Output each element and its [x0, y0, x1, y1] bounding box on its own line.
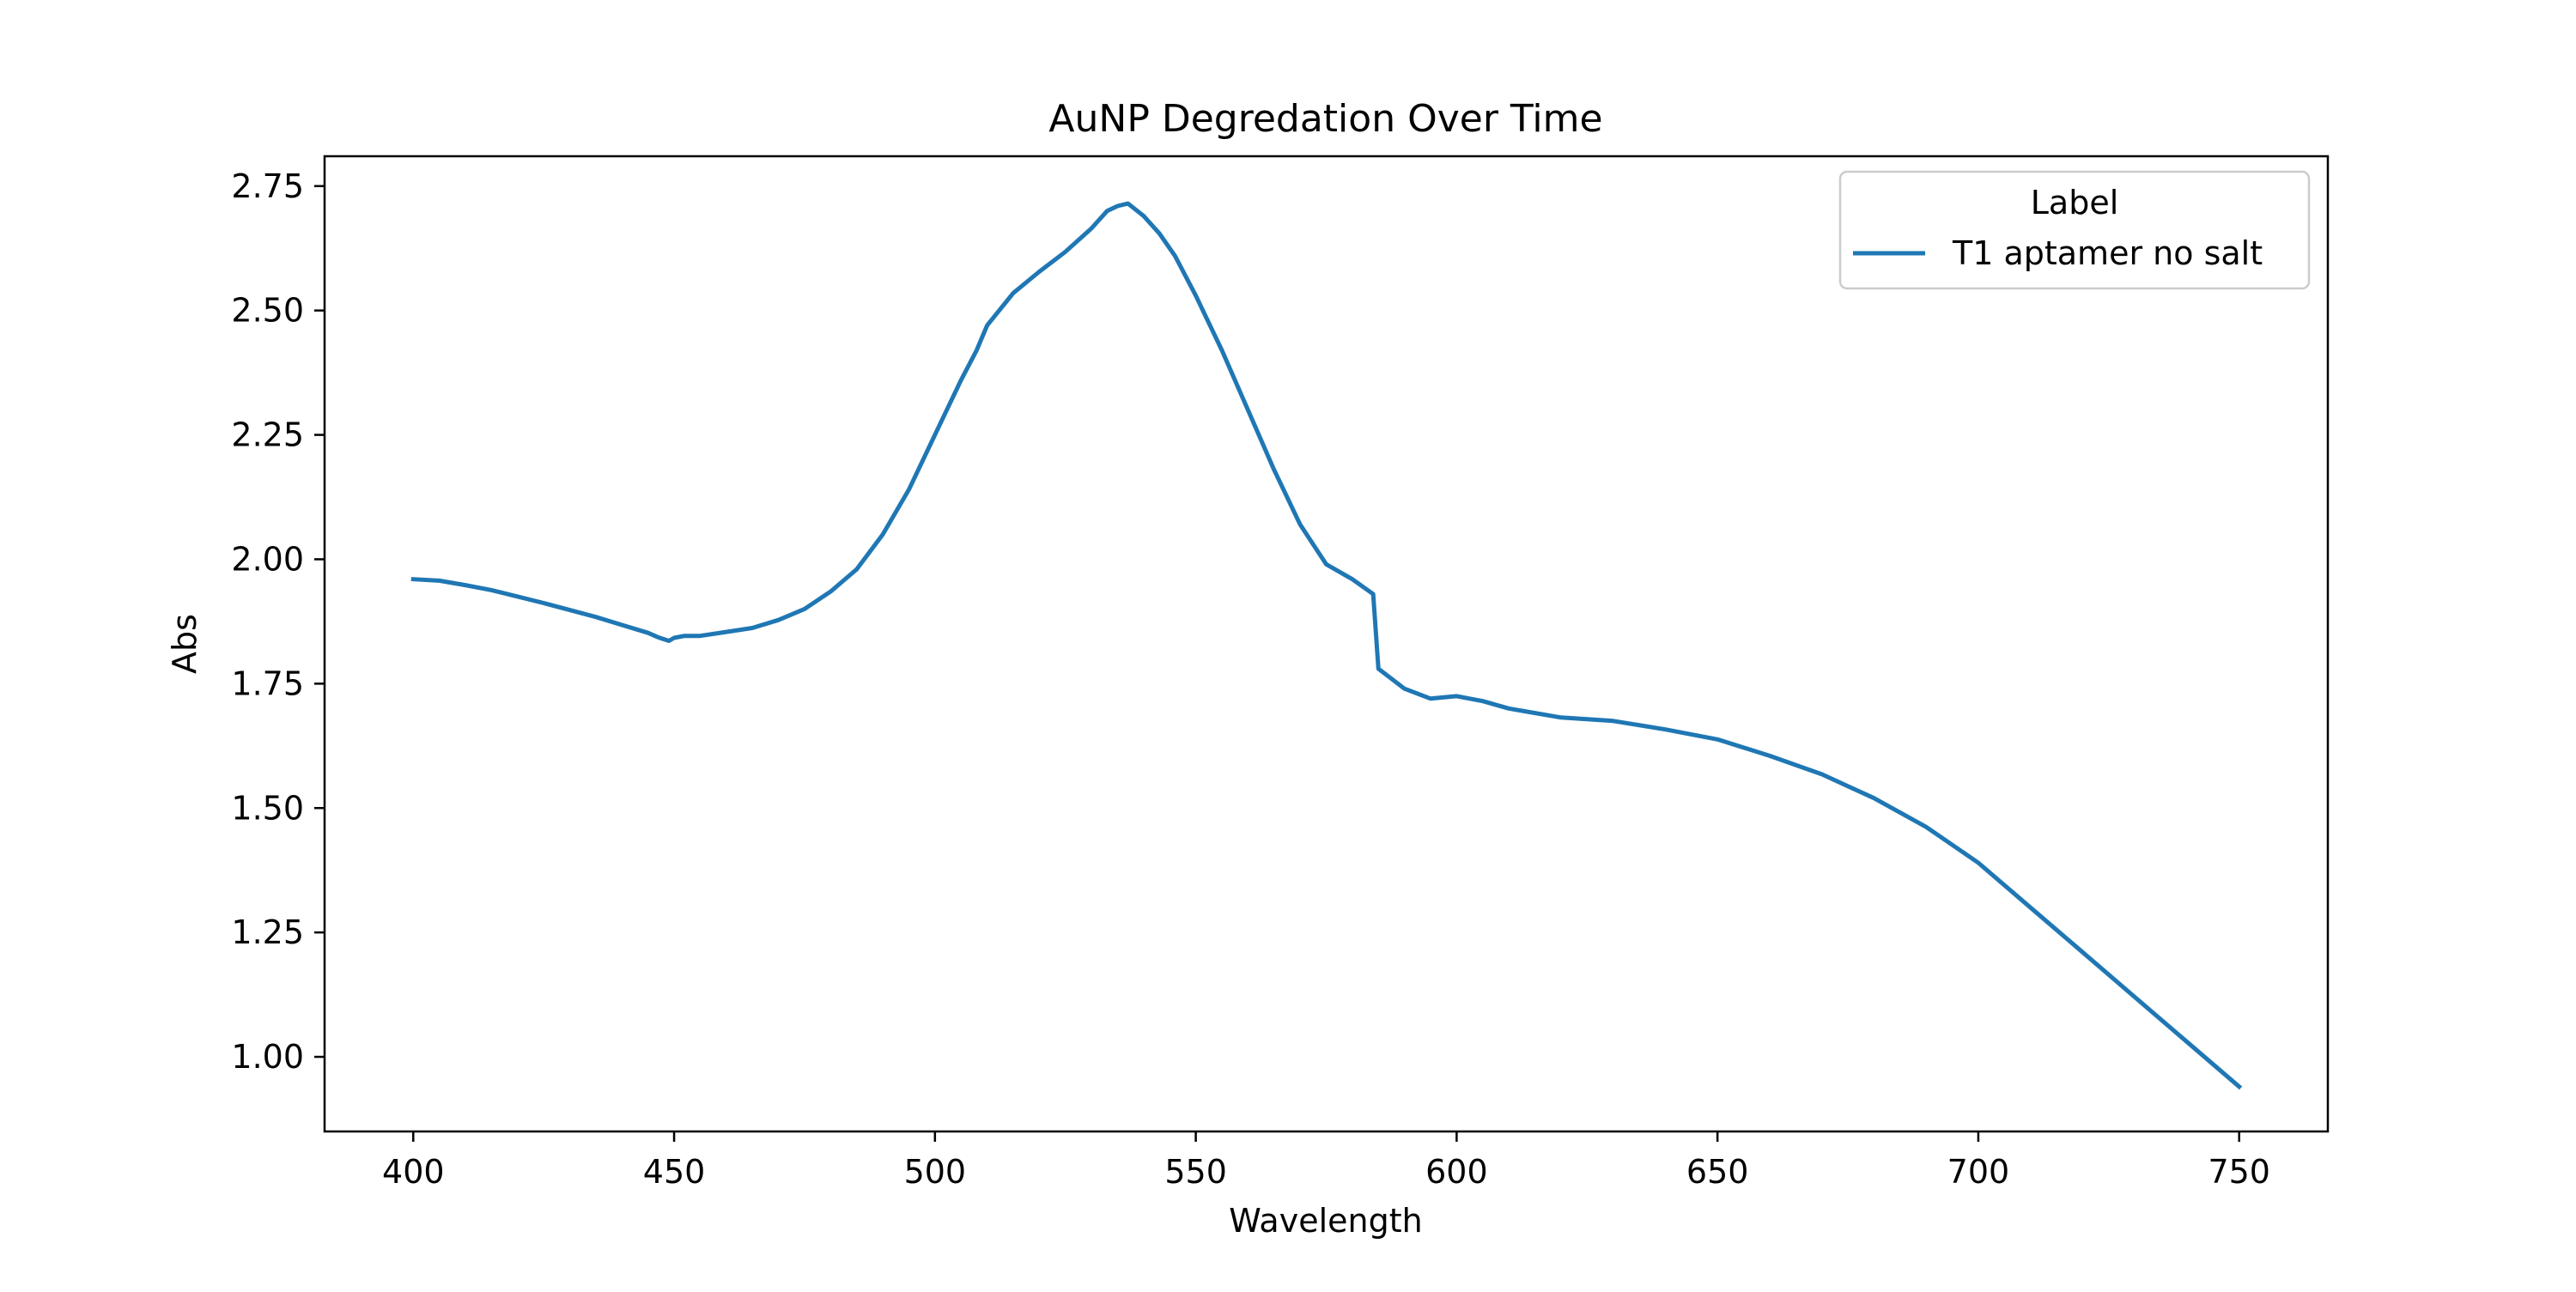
y-tick-label: 2.00 [231, 540, 304, 578]
y-tick-label: 1.75 [231, 664, 304, 702]
x-tick-label: 600 [1425, 1153, 1488, 1191]
x-axis-label: Wavelength [1229, 1202, 1422, 1240]
y-axis-label: Abs [166, 614, 204, 674]
x-tick-label: 750 [2208, 1153, 2270, 1191]
y-tick-label: 1.50 [231, 789, 304, 827]
legend-entry: T1 aptamer no salt [1952, 234, 2263, 272]
legend-title: Label [2031, 184, 2119, 221]
y-tick-label: 2.75 [231, 167, 304, 205]
y-tick-label: 1.00 [231, 1038, 304, 1076]
x-axis-ticks: 400 450 500 550 600 650 700 750 [382, 1131, 2270, 1191]
series-layer [410, 201, 2243, 1090]
legend: Label T1 aptamer no salt [1838, 170, 2311, 290]
y-tick-label: 2.50 [231, 292, 304, 330]
plot-area [323, 155, 2330, 1133]
x-tick-label: 700 [1947, 1153, 2010, 1191]
y-axis-ticks: 1.00 1.25 1.50 1.75 2.00 2.25 2.50 2.75 [231, 167, 325, 1076]
x-tick-label: 450 [643, 1153, 706, 1191]
legend-box [1838, 170, 2311, 290]
plot-frame [323, 155, 2330, 1133]
x-tick-label: 650 [1686, 1153, 1749, 1191]
chart-title: AuNP Degredation Over Time [1048, 97, 1602, 141]
x-tick-label: 400 [382, 1153, 445, 1191]
x-tick-label: 500 [904, 1153, 967, 1191]
series-line-0 [410, 201, 2243, 1090]
y-tick-label: 1.25 [231, 913, 304, 951]
x-tick-label: 550 [1164, 1153, 1227, 1191]
y-tick-label: 2.25 [231, 416, 304, 454]
